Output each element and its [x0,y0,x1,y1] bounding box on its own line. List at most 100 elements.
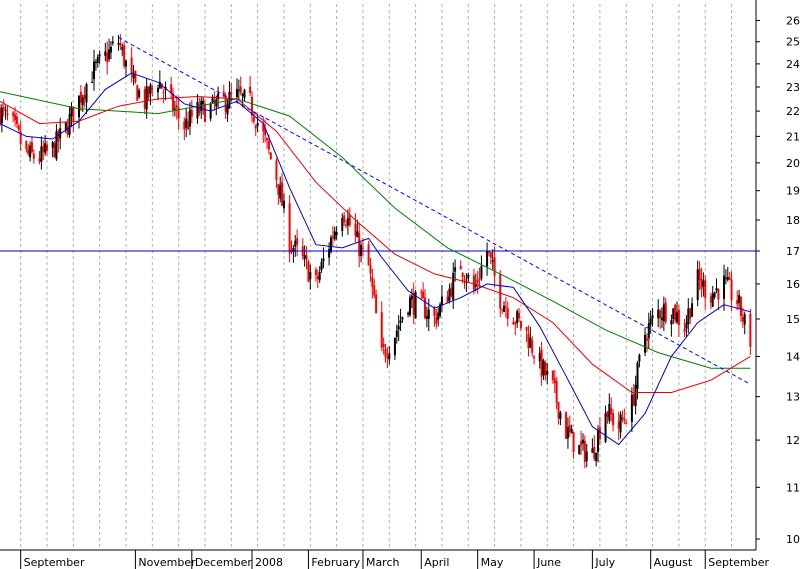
candle-body [617,421,620,429]
candle-body [27,149,30,154]
candle-body [17,125,20,131]
candle-body [4,109,7,112]
candle [70,102,73,128]
candle-body [328,249,331,258]
candle [30,136,33,154]
candle [42,140,45,161]
candle [472,268,475,295]
candle-body [38,158,41,162]
candle [19,120,22,151]
candle-body [14,114,17,120]
candle [546,362,549,385]
candle-body [170,84,173,93]
candle [670,314,673,337]
candle-body [264,127,267,136]
candle [187,111,190,131]
candle-body [489,252,492,258]
candle-body [55,131,58,160]
candle-body [173,108,176,110]
candle-body [151,87,154,89]
candle [585,443,588,468]
candle-body [360,245,363,256]
candle-body [467,274,470,279]
candle [440,284,443,313]
candle-body [717,289,720,300]
x-tick-label: December [195,556,253,569]
candle-body [279,185,282,199]
candle [743,311,746,335]
candle-body [211,96,214,103]
candle-body [572,432,575,452]
candle-body [546,370,549,375]
candle-body [446,296,449,304]
candle-body [728,277,731,280]
candle-body [380,312,383,348]
candle-body [222,91,225,97]
candle-body [472,275,475,290]
candle [335,226,338,240]
candle-body [185,118,188,128]
candle-body [277,183,280,195]
candle [354,213,357,243]
candle [149,82,152,105]
y-axis: 10 11 12 13 14 15 16 17 18 19 20 21 22 23 24 25 26 [756,14,800,546]
candle-body [480,266,483,279]
candle-body [486,251,489,267]
candle [685,315,688,338]
candle [0,103,3,133]
y-tick-label: 14 [786,350,800,363]
candle [269,151,272,161]
trendline [118,36,751,385]
candle-body [662,304,665,322]
candle-body [397,325,400,330]
candle [491,249,494,270]
candle-body [585,451,588,462]
candle-body [529,337,532,348]
candle-body [77,95,80,118]
candle-body [72,106,75,121]
x-tick-label: April [424,556,449,569]
candle [397,315,400,342]
candle-body [597,430,600,452]
candle [715,278,718,294]
candle [700,267,703,298]
candle [454,259,457,282]
candle-body [356,231,359,238]
y-tick-label: 13 [786,391,800,404]
candle-body [570,428,573,434]
candle [373,278,376,298]
candle-body [437,312,440,320]
candle [40,136,43,170]
candle [581,433,584,451]
candle-body [15,116,18,125]
candle [610,397,613,422]
candle-body [452,272,455,301]
candle [203,99,206,123]
candle-body [57,130,60,142]
candle-body [696,269,699,300]
candle-body [593,446,596,459]
candle [538,346,541,369]
candle [132,65,135,86]
candle [593,435,596,462]
candle [282,193,285,214]
candle [414,290,417,319]
candle-body [698,269,701,281]
candle [91,71,94,84]
x-tick-label: March [366,556,400,569]
candle [94,59,97,71]
candle [660,307,663,329]
candle-body [333,231,336,240]
y-tick-label: 19 [786,185,800,198]
candle-body [136,85,139,101]
candle [151,85,154,97]
candle-body [723,275,726,299]
x-tick-label: September [708,556,769,569]
candle-body [348,215,351,226]
candle [309,264,312,290]
candle-body [555,381,558,403]
candle-body [595,452,598,461]
candle-body [237,89,240,91]
candle [367,240,370,266]
candle-body [499,274,502,309]
